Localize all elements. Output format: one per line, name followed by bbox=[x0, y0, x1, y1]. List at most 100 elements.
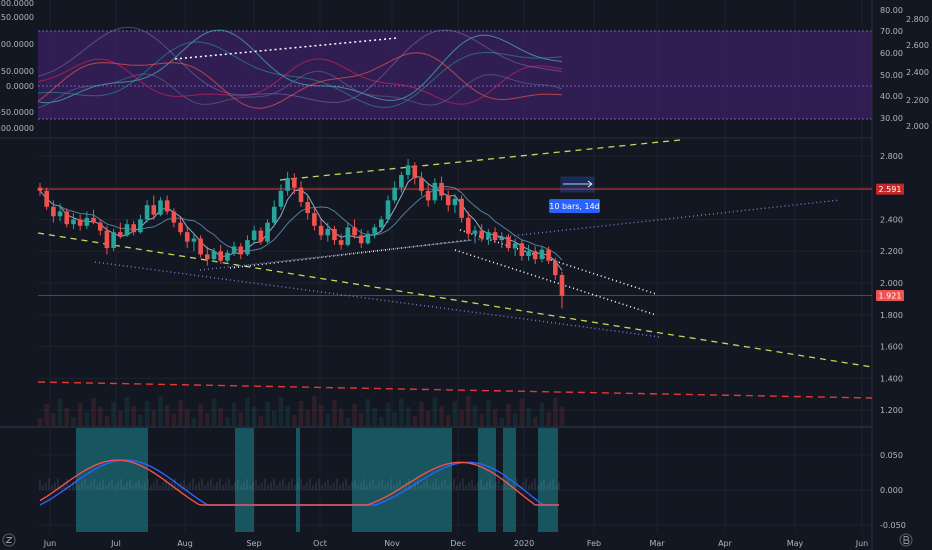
oscillator-line bbox=[37, 52, 563, 109]
candle bbox=[91, 209, 96, 225]
volume-bar bbox=[131, 406, 136, 426]
candle bbox=[245, 235, 250, 256]
candle bbox=[512, 238, 518, 256]
x-tick-label: Feb bbox=[587, 539, 601, 548]
candle bbox=[479, 224, 484, 242]
oscillator-left-tick: 200.0000 bbox=[0, 0, 34, 8]
candle bbox=[231, 241, 237, 256]
resistance-price-tag: 2.591 bbox=[876, 183, 904, 195]
volume-bar bbox=[84, 412, 90, 426]
candle bbox=[553, 257, 558, 280]
volume-bar bbox=[305, 410, 310, 426]
green-dashed-channel-bottom[interactable] bbox=[37, 232, 873, 368]
candle bbox=[298, 181, 304, 207]
last-price-tag: 1.921 bbox=[876, 290, 904, 302]
volume-bar bbox=[245, 398, 250, 426]
volume-bar bbox=[118, 411, 123, 426]
blue-dotted-trendline-lower[interactable] bbox=[94, 261, 661, 338]
candle bbox=[131, 221, 136, 236]
volume-bar bbox=[412, 416, 418, 426]
b-icon[interactable] bbox=[899, 533, 913, 547]
oscillator-line bbox=[37, 58, 563, 105]
volume-bar bbox=[91, 398, 96, 426]
oscillator-left-tick: 0.0000 bbox=[6, 82, 34, 91]
volume-bar bbox=[425, 411, 431, 426]
oscillator-pane bbox=[37, 26, 872, 120]
volume-bar bbox=[205, 413, 210, 426]
green-dashed-channel-top[interactable] bbox=[279, 139, 681, 181]
oscillator-lines bbox=[37, 26, 563, 109]
lower-indicator-pane bbox=[39, 428, 560, 532]
candle bbox=[111, 228, 116, 252]
volume-bar bbox=[512, 413, 518, 426]
volume-bar bbox=[338, 409, 344, 426]
volume-bar bbox=[218, 408, 223, 426]
oscillator-left-tick: -100.0000 bbox=[0, 124, 34, 133]
volume-bar bbox=[164, 405, 170, 426]
blue-dotted-trendline-upper[interactable] bbox=[199, 199, 841, 271]
x-tick-label: Nov bbox=[384, 539, 400, 548]
volume-bars bbox=[37, 396, 565, 426]
lower-tick-label: 0.050 bbox=[880, 451, 903, 460]
x-tick-label: Oct bbox=[313, 539, 327, 548]
candle bbox=[345, 222, 351, 247]
volume-bar bbox=[492, 409, 498, 426]
x-tick-label: Aug bbox=[177, 539, 193, 548]
volume-bar bbox=[358, 413, 364, 426]
volume-bar bbox=[258, 416, 264, 426]
volume-bar bbox=[479, 414, 484, 426]
z-icon[interactable] bbox=[2, 533, 16, 547]
x-tick-label: Apr bbox=[718, 539, 733, 548]
candle bbox=[178, 217, 183, 236]
candle bbox=[205, 246, 210, 266]
lower-band bbox=[538, 428, 558, 532]
oscillator-right-tick-2: 2.400 bbox=[906, 68, 929, 77]
oscillator-left-tick: -50.0000 bbox=[0, 108, 34, 117]
lower-indicator-line bbox=[39, 459, 559, 506]
measure-label: 10 bars, 14d bbox=[549, 202, 600, 211]
price-tick-label: 2.200 bbox=[880, 247, 903, 256]
white-dotted-trendline-lower[interactable] bbox=[454, 249, 657, 316]
candle bbox=[211, 248, 217, 263]
candle bbox=[225, 249, 230, 263]
lower-tick-label: -0.050 bbox=[880, 521, 906, 530]
volume-bar bbox=[332, 400, 337, 426]
oscillator-line bbox=[37, 26, 563, 103]
volume-bar bbox=[519, 399, 525, 426]
candle bbox=[144, 200, 150, 223]
volume-bar bbox=[292, 415, 297, 426]
price-pane: 10 bars, 14d bbox=[37, 139, 873, 426]
volume-bar bbox=[499, 418, 505, 426]
volume-bar bbox=[392, 412, 397, 426]
candle bbox=[539, 246, 545, 263]
candle bbox=[486, 228, 491, 245]
time-axis[interactable]: Jun Jul Aug Sep Oct Nov Dec 2020 Feb Mar Apr May Jun bbox=[43, 539, 869, 548]
x-tick-label: Jun bbox=[43, 539, 57, 548]
candle bbox=[385, 195, 391, 223]
candle bbox=[138, 214, 143, 234]
volume-bar bbox=[419, 402, 424, 426]
volume-bar bbox=[365, 399, 371, 426]
volume-bar bbox=[325, 414, 331, 426]
lower-tick-label: 0.000 bbox=[880, 486, 903, 495]
oscillator-line bbox=[37, 70, 563, 109]
price-tick-label: 1.800 bbox=[880, 311, 903, 320]
candle bbox=[519, 240, 525, 261]
volume-bar bbox=[372, 408, 377, 426]
measure-tool[interactable]: 10 bars, 14d bbox=[549, 176, 600, 213]
candle bbox=[419, 171, 424, 196]
price-tick-label: 2.800 bbox=[880, 152, 903, 161]
candle bbox=[445, 190, 451, 212]
candle bbox=[372, 224, 377, 239]
oscillator-left-tick: 50.0000 bbox=[1, 67, 34, 76]
volume-bar bbox=[251, 407, 257, 426]
candle bbox=[151, 195, 157, 220]
white-dotted-trendline-base[interactable] bbox=[229, 239, 471, 269]
lower-pane-axis: 0.050 0.000 -0.050 bbox=[880, 451, 906, 530]
measure-range-box[interactable] bbox=[560, 176, 595, 193]
candle bbox=[51, 200, 56, 223]
volume-bar bbox=[399, 398, 404, 426]
candle bbox=[184, 227, 190, 249]
candle bbox=[171, 208, 177, 228]
